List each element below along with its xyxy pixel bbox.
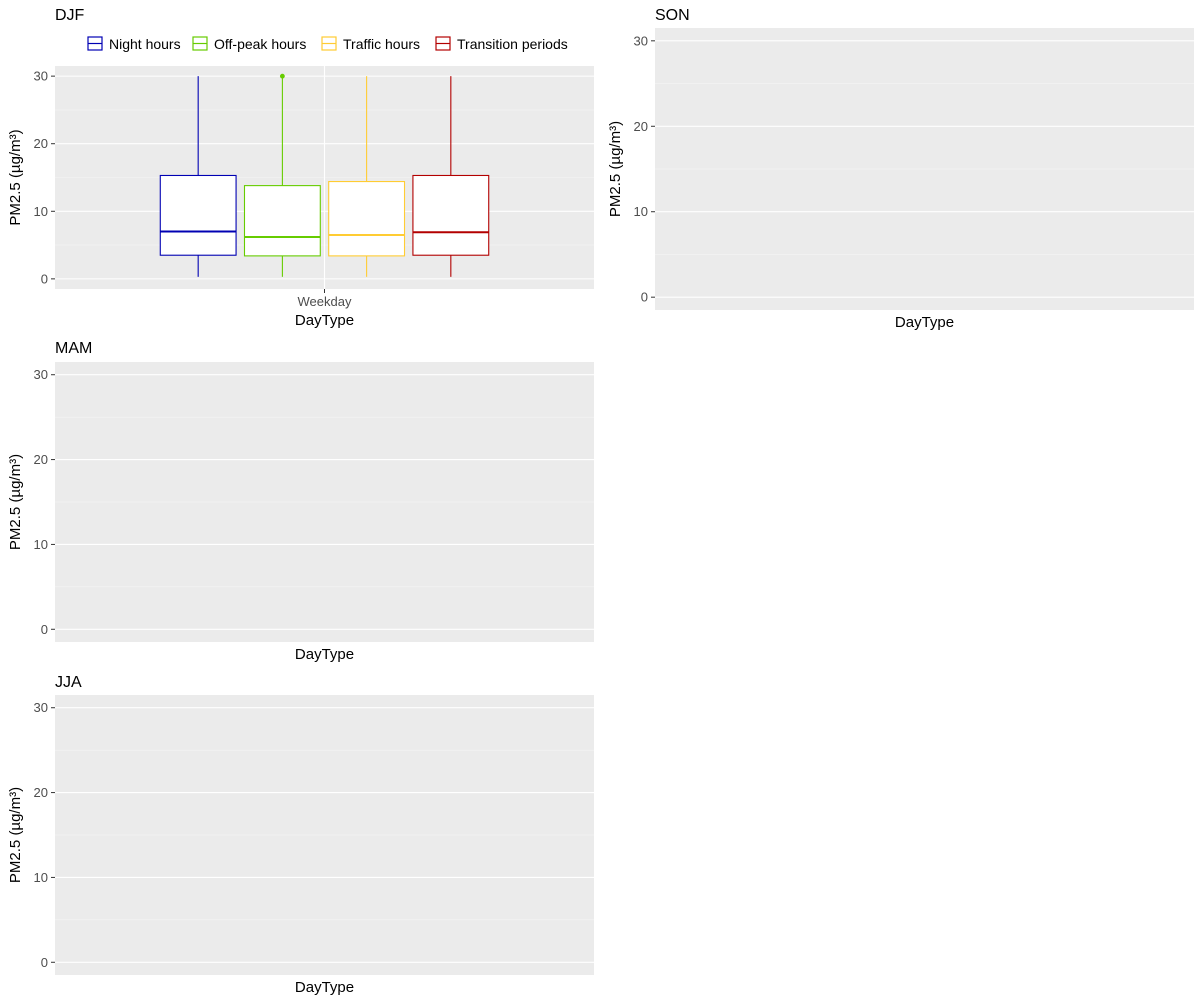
y-tick-label: 30: [34, 700, 48, 715]
legend-label: Off-peak hours: [214, 36, 306, 52]
y-tick-label: 20: [34, 136, 48, 151]
box-night-hours: [159, 76, 237, 277]
y-axis-title: PM2.5 (µg/m³): [607, 121, 624, 217]
panel-title: SON: [655, 7, 690, 24]
y-tick-label: 30: [34, 367, 48, 382]
box-body: [412, 174, 490, 256]
panel-title: JJA: [55, 674, 82, 691]
y-tick-label: 0: [41, 271, 48, 286]
box-traffic-hours: [328, 76, 406, 277]
y-tick-label: 10: [634, 204, 648, 219]
y-tick-label: 0: [41, 622, 48, 637]
legend-item: Night hours: [87, 36, 181, 52]
legend-item: Transition periods: [435, 36, 568, 52]
panel-son: SON 0 10 20 30 PM2.5 (µg/m³) DayType: [607, 7, 1194, 331]
x-axis-title: DayType: [895, 314, 954, 331]
legend-label: Traffic hours: [343, 36, 420, 52]
legend-label: Night hours: [109, 36, 181, 52]
outlier-point: [279, 73, 285, 79]
x-tick-label: Weekday: [298, 294, 352, 309]
legend-item: Traffic hours: [321, 36, 420, 52]
y-tick-label: 30: [34, 69, 48, 84]
y-tick-label: 10: [34, 870, 48, 885]
y-tick-label: 20: [634, 119, 648, 134]
y-tick-label: 10: [34, 204, 48, 219]
y-tick-label: 10: [34, 537, 48, 552]
y-tick-label: 0: [641, 290, 648, 305]
y-axis-title: PM2.5 (µg/m³): [7, 787, 24, 883]
panel-title: DJF: [55, 7, 85, 24]
box-off-peak-hours: [243, 73, 321, 277]
panel-mam: MAM 0 10 20 30 PM2.5 (µg/m³) DayType: [7, 340, 594, 663]
y-tick-label: 20: [34, 452, 48, 467]
y-tick-label: 0: [41, 955, 48, 970]
x-axis-title: DayType: [295, 646, 354, 663]
y-tick-label: 30: [634, 33, 648, 48]
legend-item: Off-peak hours: [192, 36, 306, 52]
box-body: [159, 174, 237, 256]
box-transition-periods: [412, 76, 490, 277]
panel-title: MAM: [55, 340, 92, 357]
box-body: [328, 181, 406, 257]
panel-jja: JJA 0 10 20 30 PM2.5 (µg/m³) DayType: [7, 674, 594, 996]
x-axis-title: DayType: [295, 312, 354, 329]
y-axis-title: PM2.5 (µg/m³): [7, 454, 24, 550]
x-axis-title: DayType: [295, 979, 354, 996]
legend: Night hours Off-peak hours Traffic hours Tr…: [87, 36, 568, 52]
legend-label: Transition periods: [457, 36, 568, 52]
y-axis-title: PM2.5 (µg/m³): [7, 129, 24, 225]
y-tick-label: 20: [34, 785, 48, 800]
panel-djf: DJF 0 10 20 30 PM2.5 (µg/m³) DayType Weekday: [7, 7, 594, 329]
box-body: [243, 185, 321, 257]
